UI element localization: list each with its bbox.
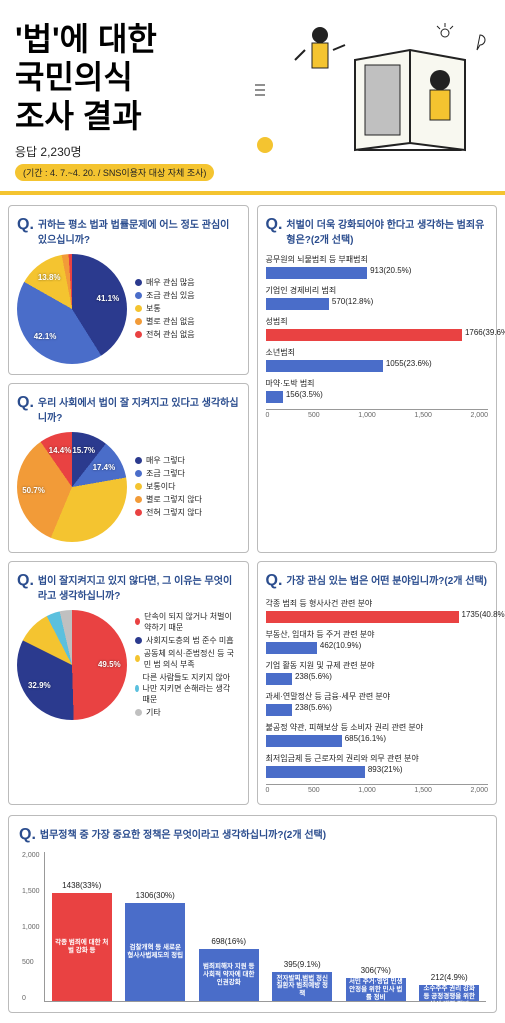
q6-y-axis: 2,000 1,500 1,000 500 0: [22, 852, 40, 1002]
q-letter: Q.: [17, 572, 34, 590]
q1-question: 귀하는 평소 법과 법률문제에 어느 정도 관심이 있으십니까?: [38, 216, 240, 246]
legend-item: 공동체 의식·준법정신 등 국민 법 의식 부족: [135, 648, 240, 670]
title-line2: 국민의식: [15, 59, 133, 95]
q2-pie: 15.7% 17.4% 50.7% 14.4%: [17, 432, 127, 542]
legend-item: 조금 관심 있음: [135, 290, 195, 301]
legend-item: 단속이 되지 않거나 처벌이 약하기 때문: [135, 611, 240, 633]
q4-chart: 공무원의 뇌물범죄 등 부패범죄 913(20.5%) 기업인 경제비리 범죄 5…: [266, 254, 489, 403]
q1-legend: 매우 관심 많음조금 관심 있음보통별로 관심 없음전혀 관심 없음: [135, 277, 195, 342]
q5-card: Q. 가장 관심 있는 법은 어떤 분야입니까?(2개 선택) 각종 범죄 등 …: [257, 561, 498, 805]
pie-slice-label: 49.5%: [98, 660, 121, 669]
q1-card: Q. 귀하는 평소 법과 법률문제에 어느 정도 관심이 있으십니까? 41.1…: [8, 205, 249, 375]
axis-tick: 2,000: [470, 787, 488, 794]
axis-tick: 1,500: [414, 412, 432, 419]
q2-card: Q. 우리 사회에서 법이 잘 지켜지고 있다고 생각하십니까? 15.7% 17…: [8, 383, 249, 553]
axis-tick: 0: [266, 787, 270, 794]
axis-tick: 0: [266, 412, 270, 419]
q3-legend: 단속이 되지 않거나 처벌이 약하기 때문사회지도층의 법 준수 미흡공동체 의…: [135, 611, 240, 720]
legend-item: 매우 그렇다: [135, 455, 202, 466]
vbar-col: 212(4.9%) 기업지배 규조 개선·소수주주 권리 강화등 공정경쟁을 위…: [414, 985, 484, 1001]
hbar-row: 각종 범죄 등 형사사건 관련 분야 1735(40.8%): [266, 598, 489, 623]
q4-axis: 0 500 1,000 1,500 2,000: [266, 409, 489, 419]
survey-period: (기간 : 4. 7.~4. 20. / SNS이용자 대상 자체 조사): [15, 164, 214, 181]
legend-item: 보통: [135, 303, 195, 314]
hbar-row: 소년범죄 1055(23.6%): [266, 347, 489, 372]
legend-item: 별로 관심 없음: [135, 316, 195, 327]
pie-slice-label: 15.7%: [72, 446, 95, 455]
q4-question: 처벌이 더욱 강화되어야 한다고 생각하는 범죄유형은?(2개 선택): [286, 216, 488, 246]
vbar-col: 1438(33%) 각종 범죄에 대한 처벌 강화 등: [47, 893, 117, 1001]
hbar-row: 마약·도박 범죄 156(3.5%): [266, 378, 489, 403]
legend-item: 다른 사람들도 지키지 않아 나만 지키면 손해라는 생각 때문: [135, 672, 240, 705]
hbar-row: 성범죄 1766(39.6%): [266, 316, 489, 341]
q-letter: Q.: [19, 826, 36, 844]
legend-item: 사회지도층의 법 준수 미흡: [135, 635, 240, 646]
legend-item: 매우 관심 많음: [135, 277, 195, 288]
legend-item: 기타: [135, 707, 240, 718]
legend-item: 보통이다: [135, 481, 202, 492]
axis-tick: 1,000: [358, 787, 376, 794]
hbar-row: 최저임금제 등 근로자의 권리와 의무 관련 분야 893(21%): [266, 753, 489, 778]
q2-legend: 매우 그렇다조금 그렇다보통이다별로 그렇지 않다전혀 그렇지 않다: [135, 455, 202, 520]
q6-question: 법무정책 중 가장 중요한 정책은 무엇이라고 생각하십니까?(2개 선택): [40, 826, 326, 841]
q6-chart: 1438(33%) 각종 범죄에 대한 처벌 강화 등 1306(30%) 검찰…: [44, 852, 486, 1002]
q5-axis: 0 500 1,000 1,500 2,000: [266, 784, 489, 794]
axis-tick: 0: [22, 995, 40, 1002]
pie-slice-label: 42.1%: [34, 332, 57, 341]
q6-card: Q. 법무정책 중 가장 중요한 정책은 무엇이라고 생각하십니까?(2개 선택…: [8, 815, 497, 1013]
pie-slice-label: 50.7%: [22, 486, 45, 495]
axis-tick: 2,000: [470, 412, 488, 419]
axis-tick: 500: [308, 412, 320, 419]
axis-tick: 1,000: [22, 924, 40, 931]
vbar-col: 306(7%) 서민 주거·영업 민생 안정을 위한 민사 법률 정비: [341, 978, 411, 1001]
pie-slice-label: 41.1%: [97, 294, 120, 303]
q3-question: 법이 잘지켜지고 있지 않다면, 그 이유는 무엇이라고 생각하십니까?: [38, 572, 240, 602]
q-letter: Q.: [266, 216, 283, 234]
axis-tick: 1,500: [414, 787, 432, 794]
q-letter: Q.: [17, 394, 34, 412]
vbar-col: 395(9.1%) 전자발찌,범법 정신 질환자 범죄예방 정책: [267, 972, 337, 1002]
vbar-col: 698(16%) 범죄피해자 지원 등 사회적 약자에 대한 인권강화: [194, 949, 264, 1001]
axis-tick: 2,000: [22, 852, 40, 859]
header-illustration: [245, 15, 495, 165]
q-letter: Q.: [266, 572, 283, 590]
vbar-col: 1306(30%) 검찰개혁 등 새로운 형사사법제도의 정립: [120, 903, 190, 1001]
header-section: '법'에 대한 국민의식 조사 결과 응답 2,230명 (기간 : 4. 7.…: [0, 0, 505, 195]
q1-pie: 41.1% 42.1% 13.8%: [17, 254, 127, 364]
legend-item: 전혀 그렇지 않다: [135, 507, 202, 518]
hbar-row: 기업 활동 지원 및 규제 관련 분야 238(5.6%): [266, 660, 489, 685]
title-line1: '법'에 대한: [15, 21, 157, 57]
legend-item: 별로 그렇지 않다: [135, 494, 202, 505]
axis-tick: 500: [308, 787, 320, 794]
pie-slice-label: 13.8%: [38, 273, 61, 282]
hbar-row: 부동산, 임대차 등 주거 관련 분야 462(10.9%): [266, 629, 489, 654]
q5-chart: 각종 범죄 등 형사사건 관련 분야 1735(40.8%) 부동산, 임대차 등…: [266, 598, 489, 778]
hbar-row: 불공정 약관, 피해보상 등 소비자 권리 관련 분야 685(16.1%): [266, 722, 489, 747]
q2-question: 우리 사회에서 법이 잘 지켜지고 있다고 생각하십니까?: [38, 394, 240, 424]
q4-card: Q. 처벌이 더욱 강화되어야 한다고 생각하는 범죄유형은?(2개 선택) 공…: [257, 205, 498, 553]
q5-question: 가장 관심 있는 법은 어떤 분야입니까?(2개 선택): [286, 572, 487, 587]
axis-tick: 1,000: [358, 412, 376, 419]
pie-slice-label: 14.4%: [49, 446, 72, 455]
q-letter: Q.: [17, 216, 34, 234]
hbar-row: 기업인 경제비리 범죄 570(12.8%): [266, 285, 489, 310]
axis-tick: 1,500: [22, 888, 40, 895]
legend-item: 조금 그렇다: [135, 468, 202, 479]
legend-item: 전혀 관심 없음: [135, 329, 195, 340]
q3-pie: 49.5% 32.9%: [17, 610, 127, 720]
pie-slice-label: 32.9%: [28, 681, 51, 690]
hbar-row: 과세·연말정산 등 금융·세무 관련 분야 238(5.6%): [266, 691, 489, 716]
q3-card: Q. 법이 잘지켜지고 있지 않다면, 그 이유는 무엇이라고 생각하십니까? …: [8, 561, 249, 805]
hbar-row: 공무원의 뇌물범죄 등 부패범죄 913(20.5%): [266, 254, 489, 279]
axis-tick: 500: [22, 959, 40, 966]
pie-slice-label: 17.4%: [93, 463, 116, 472]
title-line3: 조사 결과: [15, 98, 142, 134]
